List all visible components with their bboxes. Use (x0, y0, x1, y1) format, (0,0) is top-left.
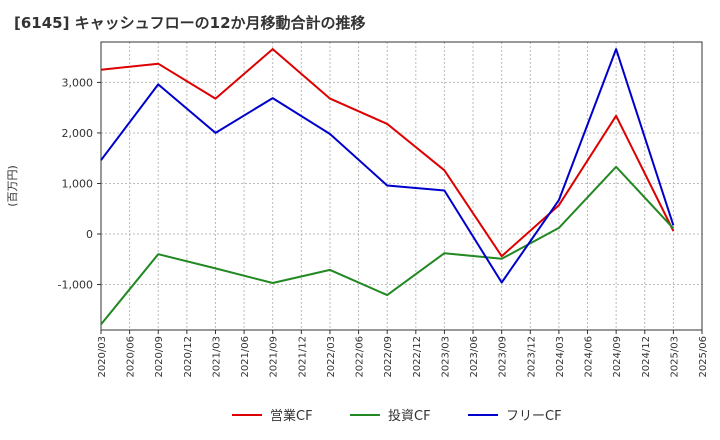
x-tick-label: 2021/03 (211, 336, 222, 378)
y-axis-title: (百万円) (6, 165, 19, 207)
axes: -1,000 0 1,000 2,000 3,000 2020/03 2020/06 2020… (6, 41, 709, 378)
x-tick-label: 2024/12 (641, 336, 652, 378)
legend-label: フリーCF (506, 409, 562, 424)
x-tick-label: 2022/09 (383, 336, 394, 378)
x-tick-label: 2020/03 (97, 336, 108, 378)
y-tick-label: 3,000 (62, 76, 94, 89)
x-tick-label: 2022/03 (326, 336, 337, 378)
y-tick-label: 2,000 (62, 127, 94, 140)
series-line (100, 48, 675, 258)
x-tick-label: 2021/06 (240, 336, 251, 378)
x-tick-label: 2023/12 (526, 336, 537, 378)
x-tick-label: 2021/09 (269, 336, 280, 378)
x-tick-label: 2021/12 (297, 336, 308, 378)
x-tick-label: 2025/06 (698, 336, 709, 378)
x-tick-label: 2024/06 (584, 336, 595, 378)
x-tick-label: 2022/12 (412, 336, 423, 378)
y-tick-label: -1,000 (58, 279, 93, 292)
legend-label: 営業CF (270, 408, 313, 424)
x-tick-label: 2020/12 (183, 336, 194, 378)
x-tick-label: 2025/03 (669, 336, 680, 378)
series (100, 48, 675, 326)
x-tick-label: 2023/03 (440, 336, 451, 378)
chart-title: [6145] キャッシュフローの12か月移動合計の推移 (14, 14, 366, 32)
x-tick-label: 2020/09 (154, 336, 165, 378)
x-tick-label: 2023/09 (498, 336, 509, 378)
x-tick-label: 2023/06 (469, 336, 480, 378)
x-tick-label: 2024/09 (612, 336, 623, 378)
legend-label: 投資CF (388, 408, 431, 424)
x-tick-label: 2024/03 (555, 336, 566, 378)
x-tick-label: 2022/06 (355, 336, 366, 378)
x-tick-label: 2020/06 (126, 336, 137, 378)
legend: 営業CF 投資CF フリーCF (232, 408, 562, 424)
plot-frame (100, 41, 703, 331)
y-tick-label: 1,000 (62, 177, 94, 190)
y-tick-label: 0 (86, 228, 93, 241)
